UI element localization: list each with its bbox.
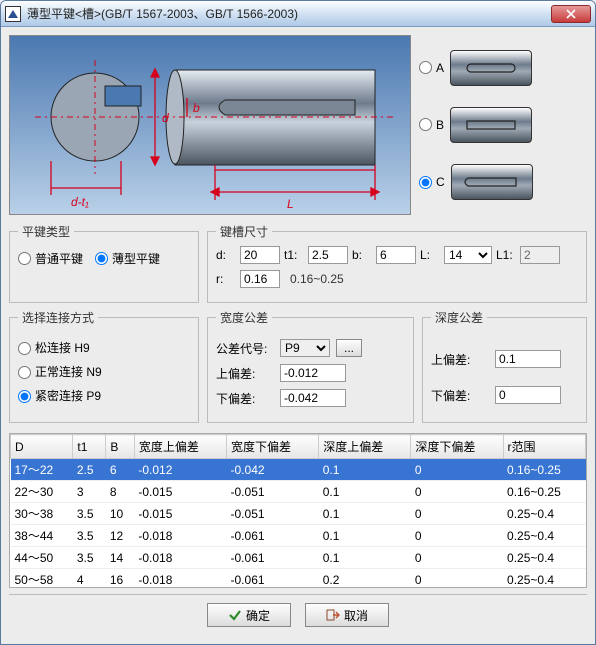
check-icon [228, 608, 242, 622]
L-label: L: [420, 248, 440, 262]
table-header[interactable]: 宽度下偏差 [227, 435, 319, 459]
table-row[interactable]: 44～503.514-0.018-0.0610.100.25~0.4 [11, 547, 586, 569]
depth-tol-legend: 深度公差 [431, 309, 487, 326]
shape-preview-B [450, 107, 532, 143]
close-button[interactable] [551, 5, 591, 23]
width-lower-label: 下偏差: [216, 390, 274, 407]
svg-text:d-t₁: d-t₁ [71, 195, 89, 209]
tol-code-select[interactable]: P9 [280, 339, 330, 357]
table-row[interactable]: 38～443.512-0.018-0.0610.100.25~0.4 [11, 525, 586, 547]
data-table[interactable]: Dt1B宽度上偏差宽度下偏差深度上偏差深度下偏差r范围17～222.56-0.0… [9, 433, 587, 588]
key-type-group: 平键类型 普通平键薄型平键 [9, 223, 199, 303]
L1-input [520, 246, 560, 264]
table-row[interactable]: 30～383.510-0.015-0.0510.100.25~0.4 [11, 503, 586, 525]
width-tol-legend: 宽度公差 [216, 309, 272, 326]
width-upper-label: 上偏差: [216, 365, 274, 382]
b-label: b: [352, 248, 372, 262]
conn-normal[interactable]: 正常连接 N9 [18, 363, 190, 380]
width-lower-input[interactable] [280, 389, 346, 407]
connection-type-group: 选择连接方式 松连接 H9 正常连接 N9 紧密连接 P9 [9, 309, 199, 423]
table-header[interactable]: 深度上偏差 [319, 435, 411, 459]
key-type-ordinary[interactable]: 普通平键 [18, 250, 83, 267]
svg-text:d: d [162, 111, 169, 125]
depth-lower-label: 下偏差: [431, 387, 489, 404]
svg-text:b: b [193, 101, 200, 115]
shape-preview-C [451, 164, 533, 200]
L-select[interactable]: 14 [444, 246, 492, 264]
window-title: 薄型平键<槽>(GB/T 1567-2003、GB/T 1566-2003) [27, 5, 551, 22]
table-row[interactable]: 50～58416-0.018-0.0610.200.25~0.4 [11, 569, 586, 589]
b-input[interactable] [376, 246, 416, 264]
depth-tolerance-group: 深度公差 上偏差: 下偏差: [422, 309, 587, 423]
tol-browse-button[interactable]: ... [336, 339, 362, 357]
connection-type-legend: 选择连接方式 [18, 309, 98, 326]
shape-option-C[interactable]: C [419, 175, 445, 189]
table-header[interactable]: 深度下偏差 [411, 435, 503, 459]
depth-lower-input[interactable] [495, 386, 561, 404]
d-label: d: [216, 248, 236, 262]
ok-button[interactable]: 确定 [207, 603, 291, 627]
key-type-legend: 平键类型 [18, 223, 74, 240]
conn-loose[interactable]: 松连接 H9 [18, 339, 190, 356]
key-size-legend: 键槽尺寸 [216, 223, 272, 240]
table-header[interactable]: r范围 [503, 435, 585, 459]
t1-input[interactable] [308, 246, 348, 264]
ok-label: 确定 [246, 607, 270, 624]
t1-label: t1: [284, 248, 304, 262]
shape-preview-A [450, 50, 532, 86]
table-header[interactable]: t1 [73, 435, 106, 459]
exit-icon [326, 608, 340, 622]
key-diagram: d d-t₁ b L [9, 35, 411, 215]
r-label: r: [216, 272, 236, 286]
titlebar: 薄型平键<槽>(GB/T 1567-2003、GB/T 1566-2003) [1, 1, 595, 27]
shape-option-B[interactable]: B [419, 118, 444, 132]
depth-upper-label: 上偏差: [431, 351, 489, 368]
conn-tight[interactable]: 紧密连接 P9 [18, 387, 190, 404]
r-range: 0.16~0.25 [290, 272, 344, 286]
svg-text:L: L [287, 197, 294, 210]
table-header[interactable]: D [11, 435, 73, 459]
key-type-thin[interactable]: 薄型平键 [95, 250, 160, 267]
table-row[interactable]: 22～3038-0.015-0.0510.100.16~0.25 [11, 481, 586, 503]
key-size-group: 键槽尺寸 d: t1: b: L: 14 L1: r: 0.16~0.25 [207, 223, 587, 303]
depth-upper-input[interactable] [495, 350, 561, 368]
shape-option-A[interactable]: A [419, 61, 444, 75]
width-tolerance-group: 宽度公差 公差代号: P9 ... 上偏差: 下偏差: [207, 309, 414, 423]
app-icon [5, 6, 21, 22]
tol-code-label: 公差代号: [216, 340, 274, 357]
table-header[interactable]: B [106, 435, 135, 459]
r-input[interactable] [240, 270, 280, 288]
L1-label: L1: [496, 248, 516, 262]
table-header[interactable]: 宽度上偏差 [134, 435, 226, 459]
d-input[interactable] [240, 246, 280, 264]
table-row[interactable]: 17～222.56-0.012-0.0420.100.16~0.25 [11, 459, 586, 481]
cancel-label: 取消 [344, 607, 368, 624]
width-upper-input[interactable] [280, 364, 346, 382]
cancel-button[interactable]: 取消 [305, 603, 389, 627]
shape-options: A B C [419, 35, 587, 215]
